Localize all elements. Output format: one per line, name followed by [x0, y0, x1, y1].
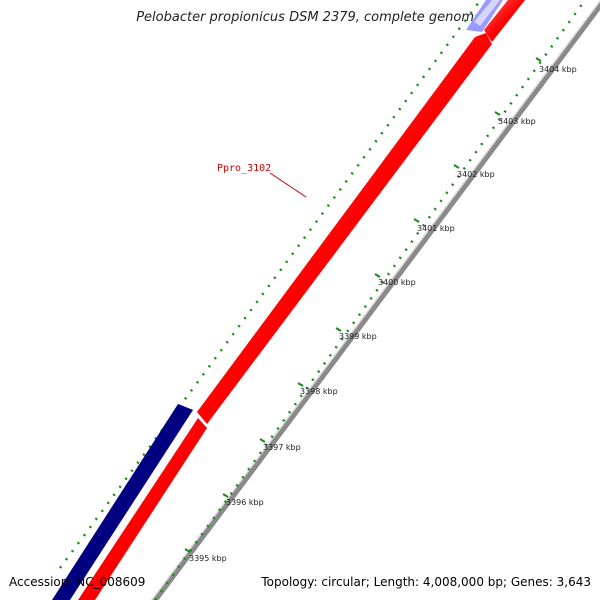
genome-summary-text: Topology: circular; Length: 4,008,000 bp… — [261, 575, 591, 589]
kbp-label-3399: 3399 kbp — [339, 332, 377, 341]
kbp-label-3400: 3400 kbp — [378, 278, 416, 287]
accession-text: Accession: NC_008609 — [9, 575, 146, 589]
kbp-tick-3401 — [413, 218, 420, 223]
kbp-tick-3398 — [297, 382, 304, 387]
forward-gene-upper[interactable] — [484, 0, 525, 42]
kbp-label-3397: 3397 kbp — [263, 443, 301, 452]
reverse-gene-navy[interactable] — [52, 404, 193, 600]
kbp-label-3402: 3402 kbp — [457, 170, 495, 179]
kbp-tick-3396 — [222, 493, 229, 498]
kbp-label-3403: 3403 kbp — [498, 117, 536, 126]
reverse-gene-light[interactable] — [466, 0, 503, 32]
kbp-tick-3399 — [335, 327, 342, 332]
map-title: Pelobacter propionicus DSM 2379, complet… — [136, 10, 482, 25]
forward-gene-ppro-3102[interactable] — [197, 33, 492, 424]
kbp-label-3401: 3401 kbp — [417, 224, 455, 233]
kbp-label-3404: 3404 kbp — [539, 65, 577, 74]
kbp-tick-3397 — [259, 438, 266, 443]
kbp-label-3396: 3396 kbp — [226, 498, 264, 507]
kbp-label-3398: 3398 kbp — [300, 387, 338, 396]
kbp-tick-3403 — [494, 111, 501, 116]
genome-backbone — [152, 1, 600, 600]
kbp-tick-3395 — [184, 548, 191, 553]
outer-tick-ring — [58, 0, 483, 569]
forward-gene-lower[interactable] — [78, 418, 207, 600]
kbp-tick-3402 — [453, 164, 460, 169]
gene-label-ppro-3102[interactable]: Ppro_3102 — [217, 163, 271, 174]
kbp-label-3395: 3395 kbp — [189, 554, 227, 563]
kbp-tick-3400 — [374, 273, 381, 278]
gene-label-leader — [269, 172, 307, 198]
kbp-scale: 3395 kbp 3396 kbp 3397 kbp 3398 kbp 3399… — [184, 57, 577, 563]
kbp-tick-3404 — [535, 57, 542, 62]
inner-tick-ring — [153, 0, 587, 600]
genome-backbone-highlight — [150, 0, 600, 600]
